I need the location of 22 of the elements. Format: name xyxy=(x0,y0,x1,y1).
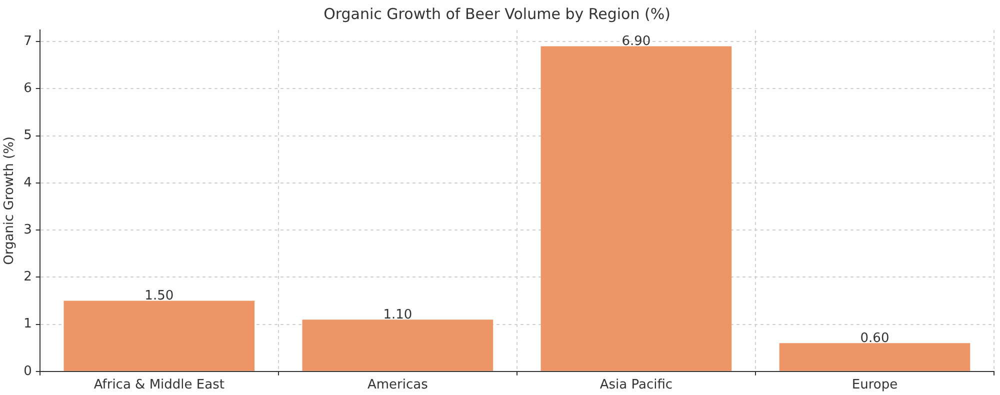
bar xyxy=(302,320,494,371)
x-tick-label: Africa & Middle East xyxy=(94,378,224,393)
y-tick-label: 2 xyxy=(24,270,32,285)
y-tick-label: 4 xyxy=(24,175,32,190)
chart-title: Organic Growth of Beer Volume by Region (%) xyxy=(324,4,670,23)
data-label: 1.10 xyxy=(383,307,412,322)
x-tick-label: Europe xyxy=(852,378,898,393)
bar xyxy=(540,46,732,371)
y-tick-label: 3 xyxy=(24,222,32,238)
bar xyxy=(779,343,970,371)
y-tick-label: 6 xyxy=(24,81,32,96)
x-tick-label: Americas xyxy=(367,378,428,393)
data-label: 6.90 xyxy=(622,34,651,50)
y-axis-title: Organic Growth (%) xyxy=(2,136,18,265)
y-tick-label: 1 xyxy=(24,316,32,332)
data-label: 1.50 xyxy=(144,288,174,304)
bar xyxy=(64,300,255,371)
data-label: 0.60 xyxy=(860,331,890,346)
y-tick-label: 7 xyxy=(24,34,32,49)
y-tick-label: 0 xyxy=(24,364,32,379)
x-tick-label: Asia Pacific xyxy=(600,378,673,393)
y-tick-label: 5 xyxy=(24,128,32,144)
